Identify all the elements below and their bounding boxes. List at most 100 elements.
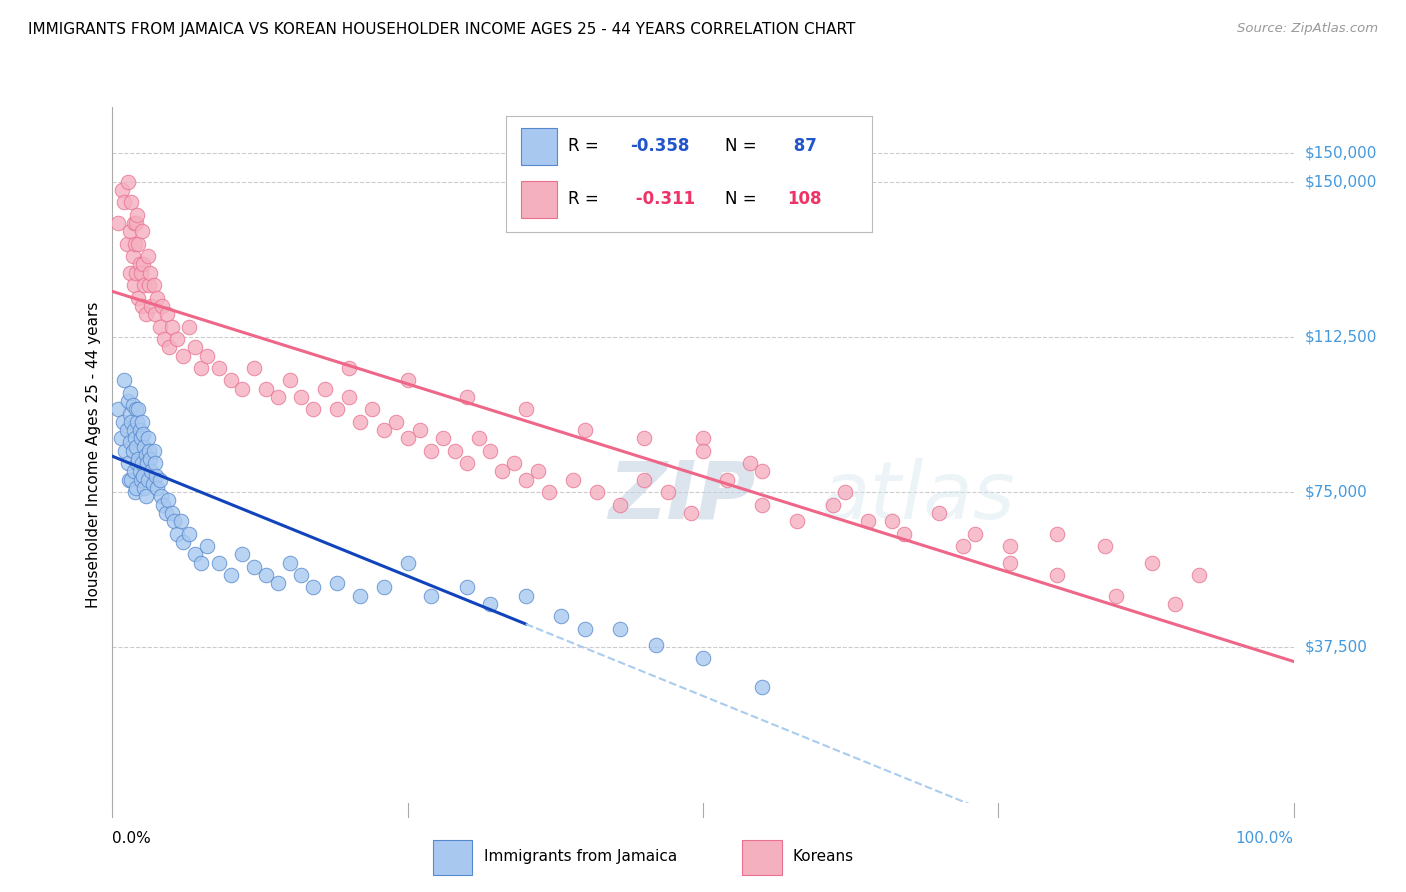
Point [112, 195, 135, 210]
Text: $37,500: $37,500 [1305, 640, 1368, 655]
Point [254, 568, 277, 582]
Point [120, 435, 142, 450]
Point [125, 440, 148, 454]
Point [172, 535, 194, 549]
Point [118, 473, 141, 487]
Point [129, 266, 152, 280]
Point [172, 349, 194, 363]
Point [420, 589, 443, 603]
Point [129, 431, 152, 445]
Point [153, 332, 176, 346]
Point [456, 456, 478, 470]
Point [1046, 568, 1069, 582]
Bar [520, 128, 557, 165]
Point [122, 278, 145, 293]
Point [1046, 526, 1069, 541]
Point [190, 361, 212, 376]
Point [574, 622, 596, 636]
Point [550, 609, 572, 624]
Point [136, 473, 159, 487]
Point [146, 291, 169, 305]
Point [122, 465, 145, 479]
Point [141, 465, 163, 479]
Point [1105, 589, 1128, 603]
Point [142, 443, 165, 458]
Point [149, 473, 172, 487]
Point [179, 319, 201, 334]
Point [337, 390, 360, 404]
Point [657, 485, 679, 500]
Point [184, 547, 207, 561]
Point [515, 589, 537, 603]
Text: $150,000: $150,000 [1305, 145, 1376, 160]
Point [117, 394, 139, 409]
Point [121, 443, 143, 458]
Bar [742, 840, 782, 875]
Point [115, 236, 138, 251]
Point [124, 236, 146, 251]
Point [114, 443, 136, 458]
Point [420, 443, 443, 458]
Point [821, 498, 844, 512]
Point [609, 622, 631, 636]
Point [136, 431, 159, 445]
Text: $75,000: $75,000 [1305, 484, 1368, 500]
Point [120, 407, 142, 421]
Point [231, 547, 253, 561]
Text: 108: 108 [787, 191, 823, 209]
Point [190, 556, 212, 570]
Point [120, 195, 142, 210]
Point [145, 468, 167, 483]
Point [155, 506, 177, 520]
Point [135, 448, 157, 462]
Point [128, 465, 150, 479]
Point [278, 556, 301, 570]
Point [243, 559, 266, 574]
Point [121, 249, 143, 263]
Point [349, 589, 371, 603]
Point [142, 278, 165, 293]
Point [467, 431, 489, 445]
Point [314, 382, 336, 396]
Point [135, 489, 157, 503]
Y-axis label: Householder Income Ages 25 - 44 years: Householder Income Ages 25 - 44 years [86, 301, 101, 608]
Point [166, 332, 188, 346]
Text: Koreans: Koreans [793, 849, 853, 863]
Point [538, 485, 561, 500]
Point [138, 278, 160, 293]
Point [184, 340, 207, 354]
Point [131, 415, 153, 429]
Point [143, 307, 166, 321]
Point [503, 456, 526, 470]
Point [195, 539, 218, 553]
Point [290, 390, 312, 404]
Point [456, 390, 478, 404]
Text: ZIP: ZIP [609, 458, 756, 536]
Point [152, 498, 174, 512]
Point [526, 465, 548, 479]
Point [112, 415, 135, 429]
Point [491, 465, 513, 479]
Text: IMMIGRANTS FROM JAMAICA VS KOREAN HOUSEHOLDER INCOME AGES 25 - 44 YEARS CORRELAT: IMMIGRANTS FROM JAMAICA VS KOREAN HOUSEH… [28, 22, 855, 37]
Point [127, 291, 149, 305]
Point [1094, 539, 1116, 553]
Point [179, 526, 201, 541]
Point [127, 402, 149, 417]
Point [998, 556, 1021, 570]
Point [131, 224, 153, 238]
Point [963, 526, 986, 541]
Bar [433, 840, 472, 875]
Point [136, 249, 159, 263]
Point [515, 402, 537, 417]
Point [125, 402, 148, 417]
Text: R =: R = [568, 137, 605, 155]
Point [231, 382, 253, 396]
Point [644, 639, 666, 653]
Point [112, 373, 135, 387]
Point [150, 299, 173, 313]
Point [609, 498, 631, 512]
Point [138, 443, 160, 458]
Point [254, 382, 277, 396]
Point [157, 340, 180, 354]
Point [107, 216, 129, 230]
